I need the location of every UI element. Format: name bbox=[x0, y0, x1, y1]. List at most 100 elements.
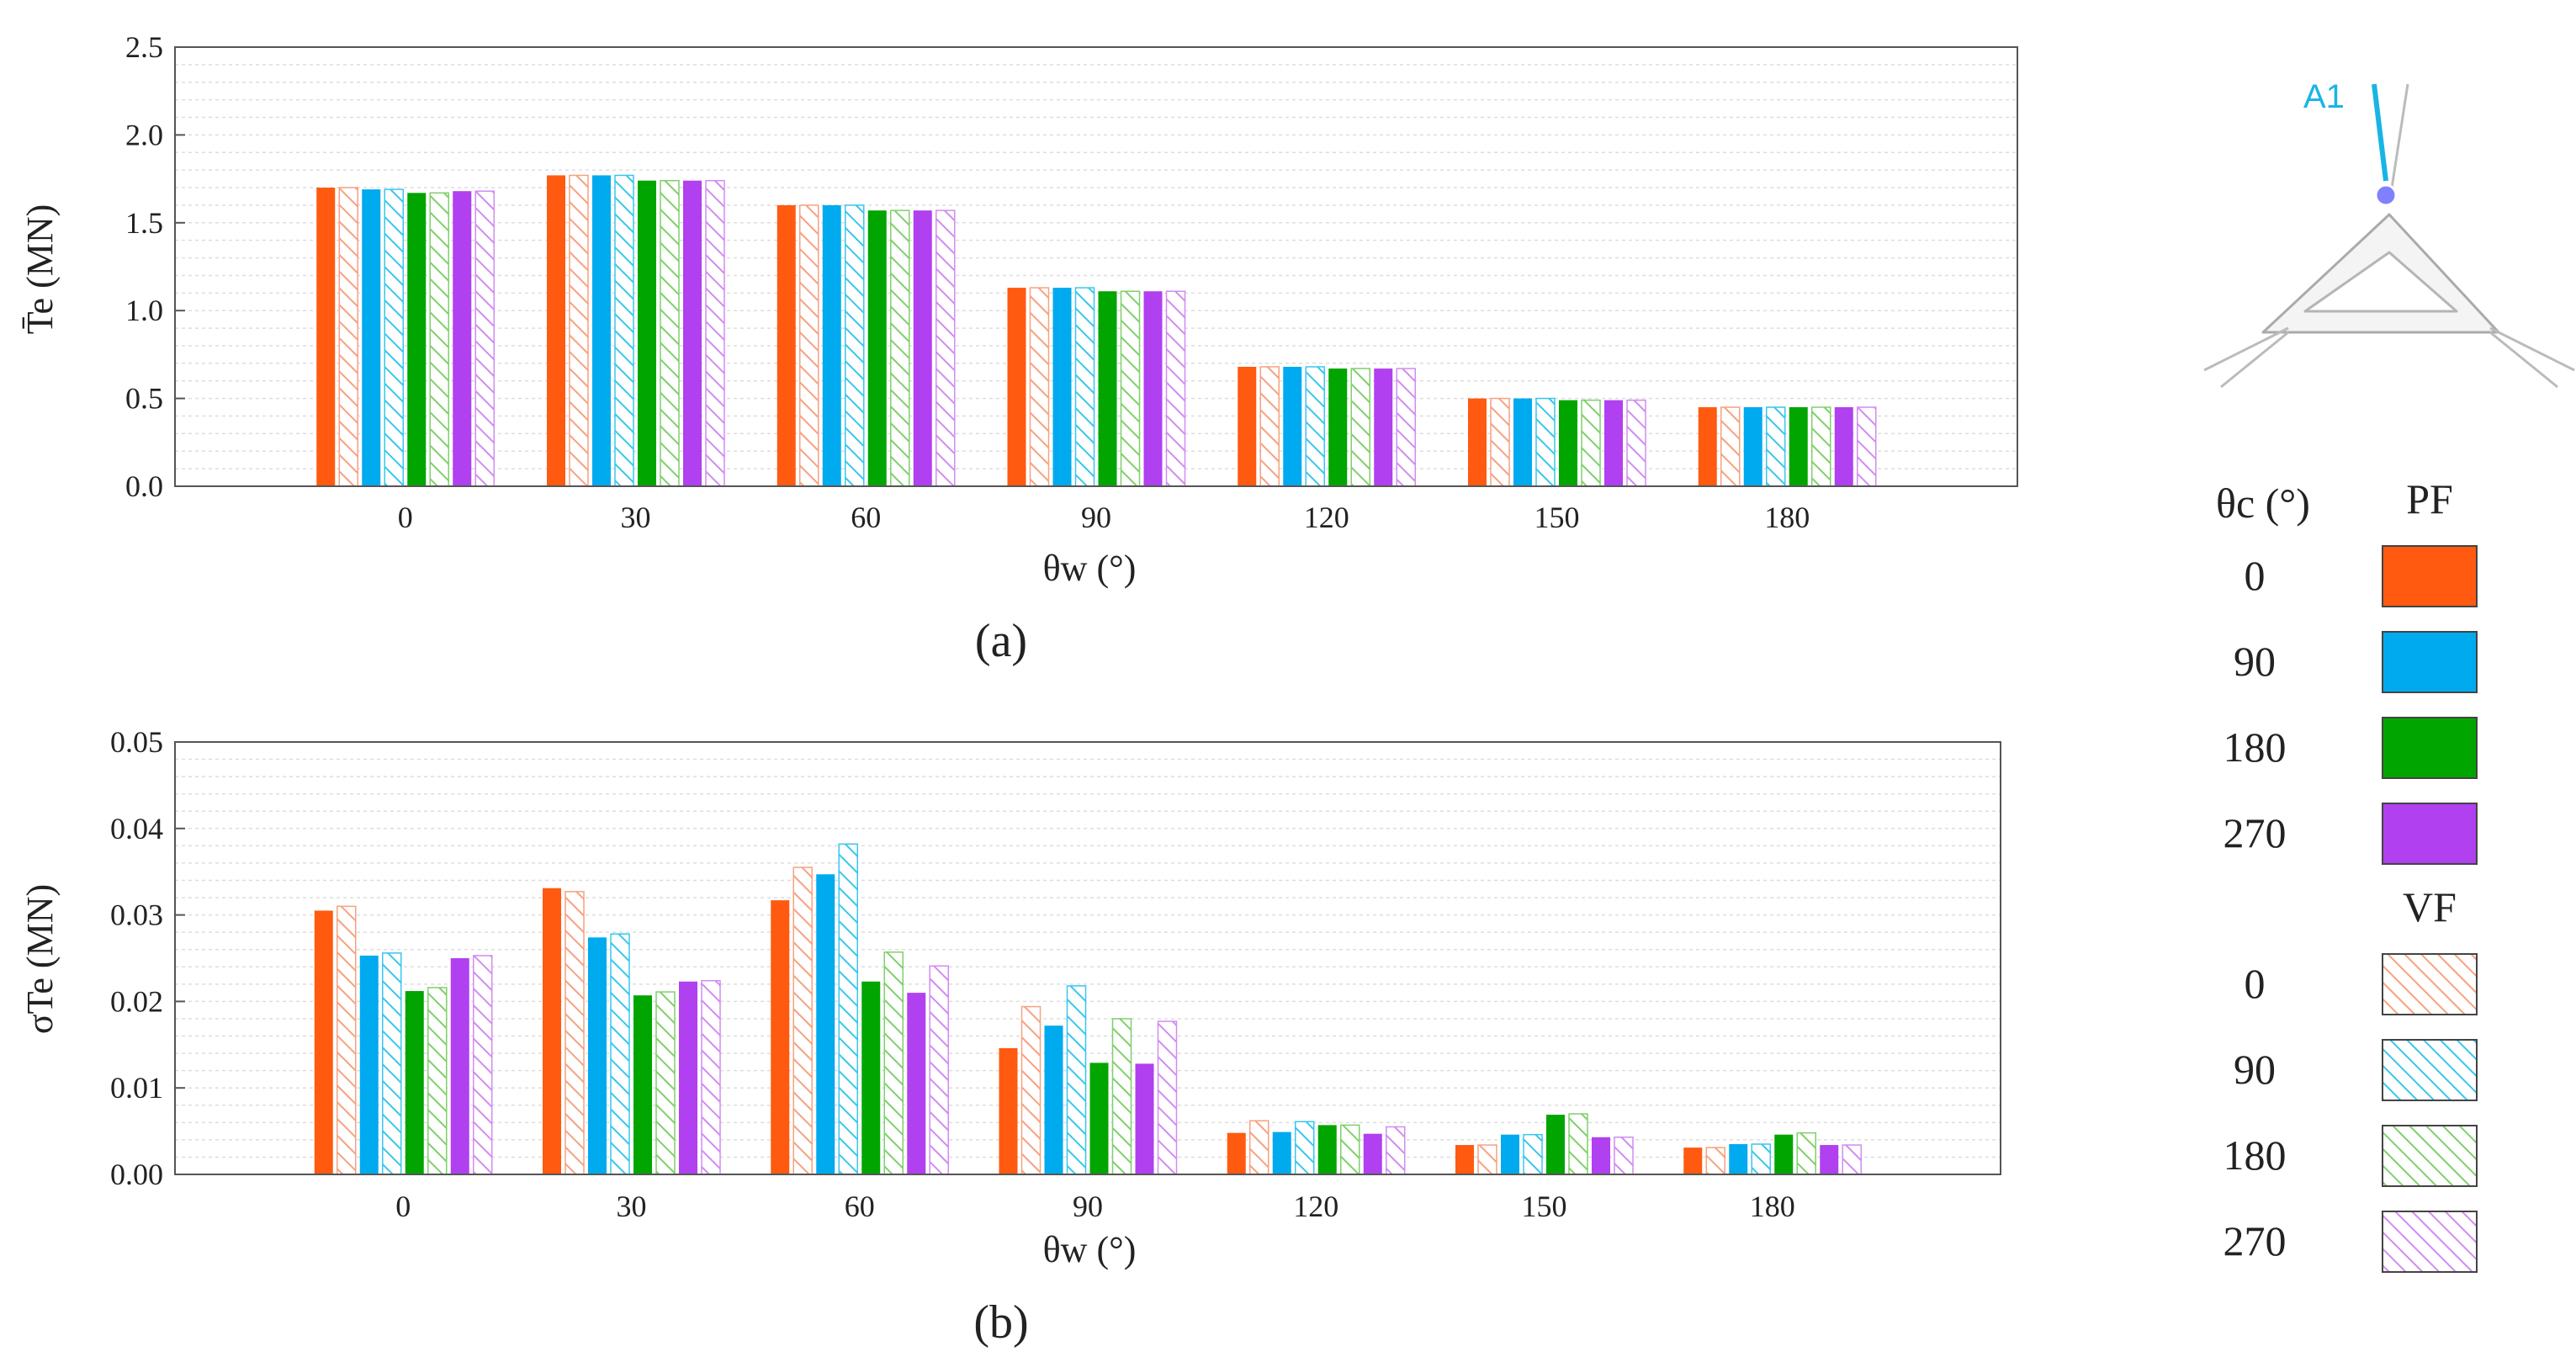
bar-vf-0-theta-90 bbox=[1029, 287, 1050, 487]
x-tick-label: 150 bbox=[1534, 501, 1580, 534]
chart-a-bars bbox=[316, 174, 1877, 487]
bar-vf-90-theta-150 bbox=[1535, 397, 1556, 487]
bar-vf-270-theta-120 bbox=[1396, 368, 1416, 487]
bar-pf-0-theta-150 bbox=[1468, 398, 1487, 486]
legend-pf-swatch bbox=[2382, 717, 2478, 779]
x-tick-label: 60 bbox=[851, 501, 881, 534]
bar-vf-0-theta-120 bbox=[1249, 1120, 1269, 1175]
legend-vf-label: 90 bbox=[2234, 1046, 2276, 1093]
bar-vf-90-theta-150 bbox=[1523, 1133, 1543, 1175]
bar-pf-270-theta-180 bbox=[1834, 407, 1853, 486]
mooring-line-left bbox=[2203, 326, 2289, 372]
bar-vf-180-theta-120 bbox=[1340, 1124, 1360, 1175]
bar-vf-270-theta-180 bbox=[1857, 406, 1877, 487]
bar-pf-90-theta-150 bbox=[1501, 1134, 1519, 1174]
x-tick-label: 180 bbox=[1764, 501, 1810, 534]
bar-pf-270-theta-120 bbox=[1363, 1133, 1382, 1174]
y-tick-label: 0.00 bbox=[110, 1158, 163, 1191]
y-tick-label: 0.01 bbox=[110, 1071, 163, 1105]
bar-pf-180-theta-120 bbox=[1317, 1125, 1337, 1174]
bar-vf-0-theta-30 bbox=[569, 174, 589, 487]
x-tick-label: 120 bbox=[1293, 1190, 1338, 1223]
bar-vf-180-theta-30 bbox=[655, 991, 676, 1175]
bar-vf-0-theta-30 bbox=[564, 891, 585, 1175]
bar-pf-90-theta-30 bbox=[588, 937, 607, 1174]
bar-pf-270-theta-150 bbox=[1592, 1137, 1610, 1174]
chart-b-plot-frame bbox=[174, 741, 2001, 1175]
y-tick-label: 0.04 bbox=[110, 812, 163, 845]
legend-vf-label: 270 bbox=[2224, 1217, 2287, 1264]
bar-vf-90-theta-120 bbox=[1305, 366, 1325, 487]
bar-vf-180-theta-150 bbox=[1568, 1113, 1588, 1175]
chart-a-panel-label: (a) bbox=[975, 615, 1027, 667]
x-tick-label: 90 bbox=[1081, 501, 1111, 534]
legend-pf-swatch bbox=[2382, 631, 2478, 693]
bar-pf-0-theta-30 bbox=[547, 175, 565, 486]
bar-vf-90-theta-120 bbox=[1295, 1121, 1315, 1175]
legend-vf-swatch bbox=[2382, 1211, 2478, 1273]
chart-b: 0.00 0.01 0.02 0.03 0.04 0.05 0 30 60 90 120 150 18… bbox=[19, 725, 2001, 1349]
legend-vf-swatch bbox=[2382, 953, 2478, 1015]
bar-vf-0-theta-180 bbox=[1705, 1147, 1725, 1175]
mooring-line-top bbox=[2389, 83, 2409, 194]
bar-vf-270-theta-60 bbox=[929, 965, 949, 1175]
y-tick-label: 2.0 bbox=[125, 118, 163, 151]
bar-pf-0-theta-120 bbox=[1227, 1132, 1246, 1174]
bar-vf-0-theta-90 bbox=[1020, 1005, 1042, 1175]
bar-pf-0-theta-90 bbox=[1007, 288, 1026, 486]
legend-pf-label: 0 bbox=[2245, 552, 2266, 599]
y-tick-label: 0.05 bbox=[110, 725, 163, 759]
bar-pf-180-theta-90 bbox=[1089, 1063, 1109, 1174]
chart-b-x-ticks: 0 30 60 90 120 150 180 bbox=[395, 1190, 1795, 1223]
bar-vf-0-theta-0 bbox=[338, 187, 358, 487]
mooring-line-right bbox=[2489, 326, 2575, 372]
bar-pf-0-theta-30 bbox=[543, 888, 561, 1174]
chart-a-xlabel: θw (°) bbox=[1043, 548, 1137, 589]
mooring-line-a1 bbox=[2372, 83, 2388, 182]
bar-vf-270-theta-60 bbox=[936, 209, 956, 487]
bar-vf-0-theta-120 bbox=[1259, 366, 1280, 487]
y-tick-label: 1.5 bbox=[125, 206, 163, 240]
triangle-inner bbox=[2303, 251, 2458, 313]
bar-pf-180-theta-180 bbox=[1774, 1134, 1794, 1174]
legend-vf-swatch bbox=[2382, 1125, 2478, 1187]
bar-vf-180-theta-30 bbox=[660, 179, 680, 487]
legend-header-vf: VF bbox=[2403, 883, 2457, 930]
chart-a-grid bbox=[175, 64, 2017, 469]
bar-vf-180-theta-60 bbox=[883, 951, 904, 1175]
bar-pf-90-theta-180 bbox=[1743, 407, 1762, 486]
bar-vf-270-theta-90 bbox=[1157, 1020, 1178, 1175]
bar-vf-180-theta-150 bbox=[1581, 399, 1601, 487]
bar-pf-180-theta-180 bbox=[1789, 407, 1808, 486]
bar-vf-0-theta-150 bbox=[1490, 397, 1510, 487]
bar-vf-90-theta-0 bbox=[382, 952, 402, 1175]
y-tick-label: 0.5 bbox=[125, 382, 163, 416]
bar-pf-180-theta-30 bbox=[633, 995, 652, 1174]
bar-vf-270-theta-0 bbox=[473, 955, 493, 1175]
bar-pf-0-theta-60 bbox=[771, 900, 790, 1174]
bar-vf-0-theta-0 bbox=[337, 905, 357, 1175]
legend-vf-label: 180 bbox=[2224, 1131, 2287, 1179]
legend-pf-swatch bbox=[2382, 803, 2478, 865]
bar-vf-90-theta-60 bbox=[838, 843, 858, 1175]
fairlead-marker bbox=[2374, 183, 2398, 207]
bar-pf-0-theta-90 bbox=[999, 1047, 1018, 1174]
chart-b-ylabel: σTe (MN) bbox=[19, 884, 61, 1034]
bar-vf-270-theta-150 bbox=[1626, 399, 1646, 487]
legend: θc (°) PF VF 0 90 180 270 0 90 180 270 bbox=[2216, 475, 2478, 1273]
chart-b-grid bbox=[175, 758, 2001, 1158]
bar-vf-270-theta-30 bbox=[701, 979, 721, 1175]
bar-pf-180-theta-150 bbox=[1559, 400, 1577, 486]
bar-pf-270-theta-90 bbox=[1135, 1063, 1154, 1174]
bar-vf-270-theta-180 bbox=[1842, 1144, 1862, 1175]
bar-pf-0-theta-180 bbox=[1683, 1147, 1703, 1174]
legend-vf-swatch bbox=[2382, 1039, 2478, 1101]
bar-vf-90-theta-90 bbox=[1066, 985, 1087, 1175]
bar-vf-90-theta-30 bbox=[610, 933, 630, 1175]
inset-label-a1: A1 bbox=[2303, 78, 2345, 115]
bar-vf-180-theta-0 bbox=[427, 987, 448, 1175]
legend-header-pf: PF bbox=[2406, 475, 2453, 522]
bar-vf-270-theta-0 bbox=[474, 190, 495, 487]
bar-pf-90-theta-0 bbox=[359, 955, 379, 1174]
x-tick-label: 0 bbox=[395, 1190, 411, 1223]
